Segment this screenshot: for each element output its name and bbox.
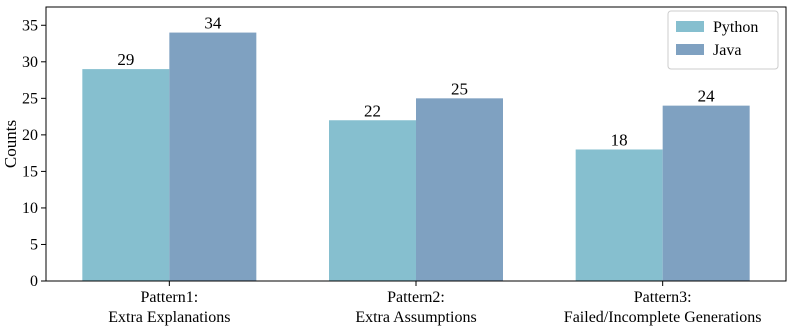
legend-label-java: Java <box>713 42 741 59</box>
y-tick-label: 30 <box>22 54 38 71</box>
value-label-python-3: 18 <box>611 130 628 149</box>
y-tick-label: 5 <box>30 236 38 253</box>
bar-java-1 <box>169 32 257 281</box>
bar-python-3 <box>575 149 663 281</box>
y-axis-label: Counts <box>1 120 20 168</box>
value-labels-layer: 29 34 22 25 18 24 <box>117 14 715 150</box>
plot-frame <box>45 6 787 282</box>
x-tick-label-3-line1: Pattern3: <box>634 289 692 306</box>
value-label-java-3: 24 <box>698 87 716 106</box>
x-tick-label-1-line1: Pattern1: <box>140 289 198 306</box>
x-tick-label-2-line2: Extra Assumptions <box>355 309 476 326</box>
y-tick-label: 20 <box>22 127 38 144</box>
bar-python-1 <box>82 69 170 282</box>
y-tick-label: 35 <box>22 17 38 34</box>
legend: Python Java <box>667 10 779 70</box>
legend-swatch-python <box>676 21 704 32</box>
value-label-python-2: 22 <box>364 101 381 120</box>
y-tick-label: 25 <box>22 90 38 107</box>
x-tick-label-1-line2: Extra Explanations <box>108 309 230 326</box>
y-tick-label: 15 <box>22 163 38 180</box>
legend-swatch-java <box>676 44 704 55</box>
y-axis: 0 5 10 15 20 25 30 35 <box>22 17 46 290</box>
x-tick-label-2-line1: Pattern2: <box>387 289 445 306</box>
value-label-python-1: 29 <box>117 50 134 69</box>
bar-java-2 <box>416 98 503 281</box>
value-label-java-1: 34 <box>204 14 222 33</box>
x-tick-label-3-line2: Failed/Incomplete Generations <box>564 309 762 326</box>
y-tick-label: 10 <box>22 200 38 217</box>
x-axis: Pattern1: Extra Explanations Pattern2: Extr… <box>108 281 762 326</box>
bar-java-3 <box>662 105 750 281</box>
bar-python-2 <box>329 120 416 282</box>
value-label-java-2: 25 <box>451 79 468 98</box>
bars-layer <box>82 32 750 282</box>
legend-label-python: Python <box>713 19 758 36</box>
y-tick-label: 0 <box>30 273 38 290</box>
